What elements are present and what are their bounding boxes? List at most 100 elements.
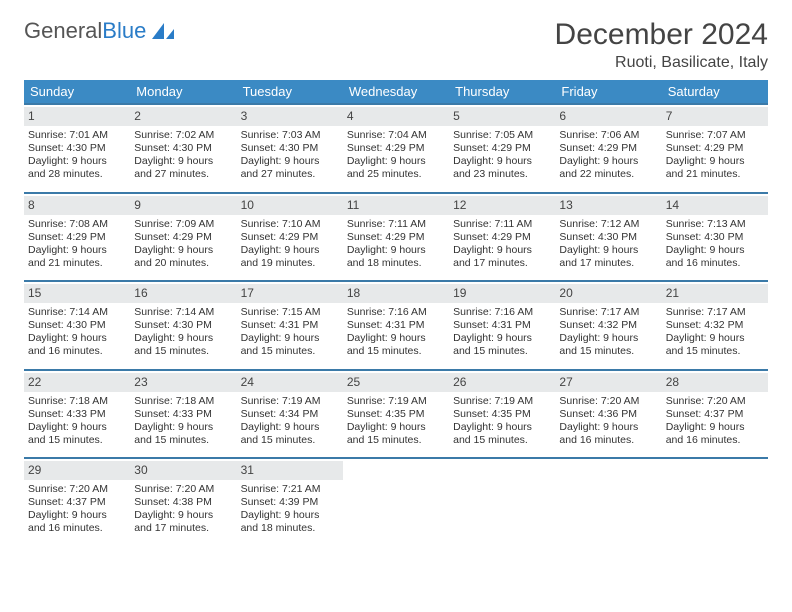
daylight-text: and 27 minutes. [241, 168, 339, 181]
day-cell: 16Sunrise: 7:14 AMSunset: 4:30 PMDayligh… [130, 282, 236, 363]
day-cell: 6Sunrise: 7:06 AMSunset: 4:29 PMDaylight… [555, 105, 661, 186]
daylight-text: and 15 minutes. [347, 345, 445, 358]
day-cell: 12Sunrise: 7:11 AMSunset: 4:29 PMDayligh… [449, 194, 555, 275]
daylight-text: Daylight: 9 hours [241, 332, 339, 345]
sunrise-text: Sunrise: 7:11 AM [453, 218, 551, 231]
day-number: 30 [130, 461, 236, 480]
daylight-text: and 16 minutes. [559, 434, 657, 447]
day-number: 21 [662, 284, 768, 303]
sunset-text: Sunset: 4:30 PM [28, 142, 126, 155]
title-block: December 2024 Ruoti, Basilicate, Italy [555, 18, 768, 72]
daylight-text: and 18 minutes. [241, 522, 339, 535]
day-header: Monday [130, 80, 236, 103]
sunset-text: Sunset: 4:29 PM [241, 231, 339, 244]
day-cell: 15Sunrise: 7:14 AMSunset: 4:30 PMDayligh… [24, 282, 130, 363]
sunrise-text: Sunrise: 7:08 AM [28, 218, 126, 231]
daylight-text: and 15 minutes. [134, 434, 232, 447]
day-number: 24 [237, 373, 343, 392]
daylight-text: Daylight: 9 hours [241, 155, 339, 168]
daylight-text: Daylight: 9 hours [241, 421, 339, 434]
day-number: 1 [24, 107, 130, 126]
daylight-text: Daylight: 9 hours [347, 332, 445, 345]
daylight-text: Daylight: 9 hours [347, 244, 445, 257]
day-header: Saturday [662, 80, 768, 103]
day-number: 11 [343, 196, 449, 215]
sunset-text: Sunset: 4:29 PM [134, 231, 232, 244]
daylight-text: Daylight: 9 hours [453, 332, 551, 345]
sunset-text: Sunset: 4:29 PM [453, 142, 551, 155]
day-number: 16 [130, 284, 236, 303]
daylight-text: and 21 minutes. [666, 168, 764, 181]
day-cell: 25Sunrise: 7:19 AMSunset: 4:35 PMDayligh… [343, 371, 449, 452]
week-row: 8Sunrise: 7:08 AMSunset: 4:29 PMDaylight… [24, 192, 768, 275]
daylight-text: and 18 minutes. [347, 257, 445, 270]
day-number: 6 [555, 107, 661, 126]
daylight-text: and 15 minutes. [453, 434, 551, 447]
sunrise-text: Sunrise: 7:20 AM [28, 483, 126, 496]
sunrise-text: Sunrise: 7:03 AM [241, 129, 339, 142]
week-row: 15Sunrise: 7:14 AMSunset: 4:30 PMDayligh… [24, 280, 768, 363]
sunrise-text: Sunrise: 7:11 AM [347, 218, 445, 231]
location-subtitle: Ruoti, Basilicate, Italy [555, 54, 768, 72]
sunrise-text: Sunrise: 7:02 AM [134, 129, 232, 142]
day-number: 14 [662, 196, 768, 215]
sunset-text: Sunset: 4:29 PM [453, 231, 551, 244]
day-number: 10 [237, 196, 343, 215]
daylight-text: Daylight: 9 hours [28, 421, 126, 434]
daylight-text: and 17 minutes. [134, 522, 232, 535]
day-header: Tuesday [237, 80, 343, 103]
sunset-text: Sunset: 4:32 PM [666, 319, 764, 332]
daylight-text: Daylight: 9 hours [28, 155, 126, 168]
sunset-text: Sunset: 4:37 PM [28, 496, 126, 509]
daylight-text: and 15 minutes. [241, 434, 339, 447]
daylight-text: and 23 minutes. [453, 168, 551, 181]
week-row: 29Sunrise: 7:20 AMSunset: 4:37 PMDayligh… [24, 457, 768, 540]
sunset-text: Sunset: 4:38 PM [134, 496, 232, 509]
sunset-text: Sunset: 4:29 PM [347, 231, 445, 244]
daylight-text: Daylight: 9 hours [666, 421, 764, 434]
daylight-text: and 17 minutes. [559, 257, 657, 270]
sunrise-text: Sunrise: 7:19 AM [241, 395, 339, 408]
daylight-text: and 16 minutes. [666, 434, 764, 447]
day-cell: 22Sunrise: 7:18 AMSunset: 4:33 PMDayligh… [24, 371, 130, 452]
day-number: 3 [237, 107, 343, 126]
daylight-text: Daylight: 9 hours [347, 421, 445, 434]
day-number: 25 [343, 373, 449, 392]
sunset-text: Sunset: 4:31 PM [347, 319, 445, 332]
sunrise-text: Sunrise: 7:13 AM [666, 218, 764, 231]
day-number: 18 [343, 284, 449, 303]
daylight-text: and 25 minutes. [347, 168, 445, 181]
sunrise-text: Sunrise: 7:06 AM [559, 129, 657, 142]
daylight-text: and 15 minutes. [666, 345, 764, 358]
daylight-text: Daylight: 9 hours [666, 244, 764, 257]
sunrise-text: Sunrise: 7:20 AM [666, 395, 764, 408]
day-cell: 1 Sunrise: 7:01 AMSunset: 4:30 PMDaylight… [24, 105, 130, 186]
week-row: 1Sunrise: 7:01 AMSunset: 4:30 PMDaylight… [24, 103, 768, 186]
day-number: 20 [555, 284, 661, 303]
sunset-text: Sunset: 4:33 PM [134, 408, 232, 421]
day-number: 8 [24, 196, 130, 215]
day-number: 23 [130, 373, 236, 392]
daylight-text: and 17 minutes. [453, 257, 551, 270]
sunrise-text: Sunrise: 7:20 AM [134, 483, 232, 496]
sunrise-text: Sunrise: 7:19 AM [347, 395, 445, 408]
daylight-text: Daylight: 9 hours [134, 509, 232, 522]
day-cell: 24Sunrise: 7:19 AMSunset: 4:34 PMDayligh… [237, 371, 343, 452]
sunset-text: Sunset: 4:30 PM [559, 231, 657, 244]
daylight-text: and 22 minutes. [559, 168, 657, 181]
empty-cell [449, 459, 555, 540]
sunset-text: Sunset: 4:30 PM [134, 142, 232, 155]
day-cell: 18Sunrise: 7:16 AMSunset: 4:31 PMDayligh… [343, 282, 449, 363]
daylight-text: and 16 minutes. [28, 522, 126, 535]
sunrise-text: Sunrise: 7:14 AM [28, 306, 126, 319]
day-number: 4 [343, 107, 449, 126]
sunrise-text: Sunrise: 7:04 AM [347, 129, 445, 142]
daylight-text: and 15 minutes. [241, 345, 339, 358]
calendar: SundayMondayTuesdayWednesdayThursdayFrid… [24, 80, 768, 540]
day-cell: 4Sunrise: 7:04 AMSunset: 4:29 PMDaylight… [343, 105, 449, 186]
day-cell: 28Sunrise: 7:20 AMSunset: 4:37 PMDayligh… [662, 371, 768, 452]
sunrise-text: Sunrise: 7:16 AM [453, 306, 551, 319]
daylight-text: and 15 minutes. [134, 345, 232, 358]
daylight-text: Daylight: 9 hours [134, 155, 232, 168]
sunrise-text: Sunrise: 7:01 AM [28, 129, 126, 142]
